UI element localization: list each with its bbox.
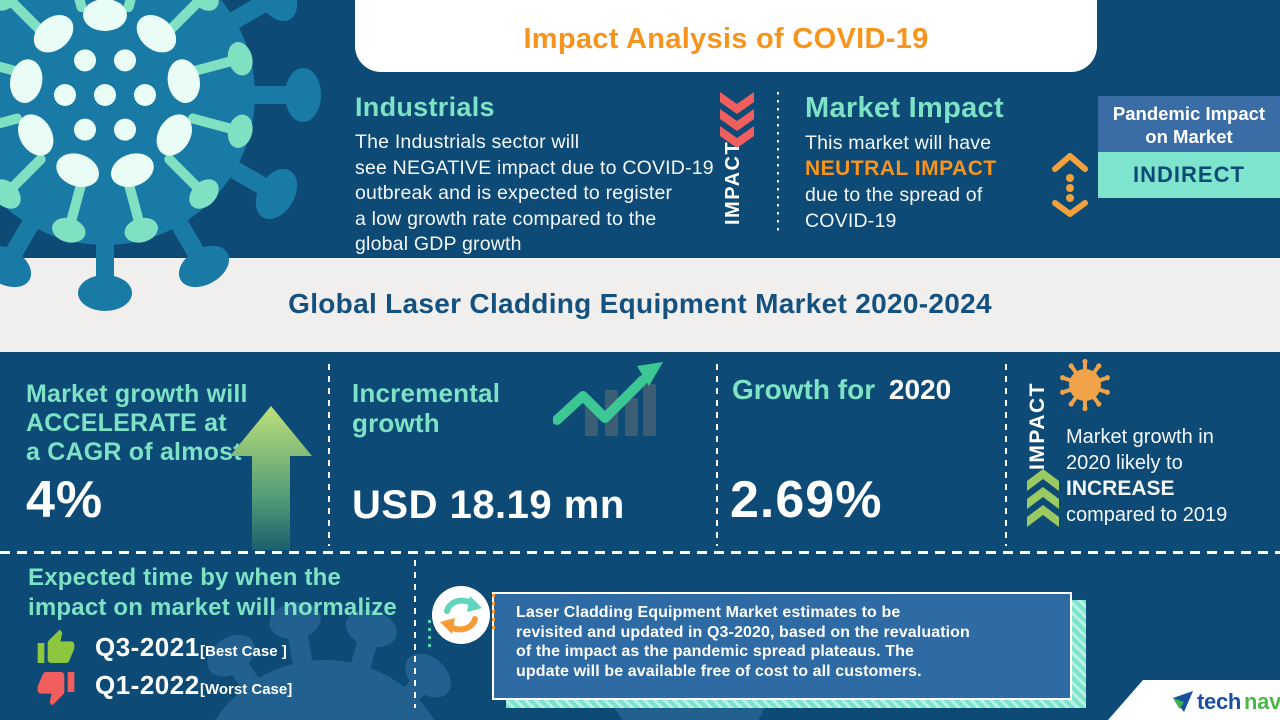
industrials-heading: Industrials: [355, 92, 495, 122]
impact2020-line: Market growth in: [1066, 426, 1214, 448]
brand-text-navio: navio: [1244, 689, 1280, 714]
stats-divider: [716, 364, 718, 546]
market-impact-heading: Market Impact: [805, 92, 1004, 124]
notice-line: Laser Cladding Equipment Market estimate…: [516, 604, 901, 621]
cagr-value: 4%: [26, 471, 104, 529]
refresh-dots-accent: [428, 620, 431, 652]
increase-chevrons-icon: [1027, 469, 1059, 527]
notice-line: revisited and updated in Q3-2020, based …: [516, 623, 970, 641]
virus-dots: [10, 0, 200, 187]
covid-impact-icon: [1060, 358, 1110, 412]
stats-divider: [1005, 364, 1007, 546]
section-separator: [0, 551, 1280, 554]
industrials-line: outbreak and is expected to register: [355, 182, 673, 204]
update-refresh-badge: [432, 586, 490, 644]
technavio-logo-icon: [1173, 691, 1193, 712]
negative-impact-chevrons-icon: [720, 92, 754, 148]
pandemic-impact-value: INDIRECT: [1098, 152, 1280, 198]
pandemic-panel-title: on Market: [1145, 126, 1233, 147]
impact2020-line: compared to 2019: [1066, 504, 1228, 526]
trend-chart-icon: [553, 362, 663, 436]
refresh-arrows-icon: [440, 596, 482, 634]
pandemic-impact-panel: Pandemic Impact on Market: [1098, 96, 1280, 152]
neutral-impact-highlight: NEUTRAL IMPACT: [805, 157, 997, 180]
cagr-line: Market growth will: [26, 380, 248, 408]
brand-logo: technavio TM: [1172, 689, 1280, 715]
brand-text-tech: tech: [1197, 689, 1242, 714]
market-impact-line: COVID-19: [805, 210, 897, 232]
impact2020-line: 2020 likely to: [1066, 452, 1183, 474]
virus-inner-pins: [0, 0, 253, 243]
notice-box: Laser Cladding Equipment Market estimate…: [492, 592, 1072, 700]
refresh-dots-accent: [492, 594, 495, 632]
thumbs-down-icon: [37, 672, 75, 706]
growth2020-year: 2020: [888, 374, 952, 405]
impact-vertical-label-top: IMPACT: [722, 140, 744, 225]
banner-title: Impact Analysis of COVID-19: [523, 23, 929, 55]
impact-vertical-label-stats: IMPACT: [1026, 382, 1049, 470]
impact2020-paragraph: Market growth in 2020 likely to INCREASE…: [1066, 424, 1227, 528]
industrials-line: a low growth rate compared to the: [355, 207, 657, 230]
normalize-heading-line: impact on market will normalize: [28, 594, 397, 621]
worst-case-label: [Worst Case]: [200, 681, 293, 698]
worst-case-value: Q1-2022: [95, 670, 200, 700]
incremental-line: growth: [352, 408, 440, 438]
market-impact-line: due to the spread of: [805, 184, 983, 206]
normalize-heading: Expected time by when the impact on mark…: [28, 563, 397, 623]
notice-line: update will be available free of cost to…: [516, 662, 922, 680]
virus-silhouette: [207, 602, 451, 720]
industrials-line: The Industrials sector will: [355, 131, 580, 153]
bottom-section-divider: [414, 560, 416, 708]
cagr-line: ACCELERATE at: [26, 409, 227, 437]
coronavirus-illustration: [0, 0, 321, 311]
neutral-impact-icon: [1052, 153, 1088, 217]
growth2020-label: Growth for: [732, 374, 876, 405]
market-impact-paragraph: This market will have NEUTRAL IMPACT due…: [805, 130, 997, 234]
market-impact-line: This market will have: [805, 132, 992, 154]
cagr-line: a CAGR of almost: [26, 438, 242, 466]
best-case-value: Q3-2021: [95, 632, 200, 662]
stats-divider: [328, 364, 330, 546]
incremental-line: Incremental: [352, 378, 501, 408]
notice-text: Laser Cladding Equipment Market estimate…: [516, 603, 1070, 681]
increase-highlight: INCREASE: [1066, 477, 1175, 500]
incremental-heading: Incremental growth: [352, 378, 500, 438]
cagr-heading: Market growth will ACCELERATE at a CAGR …: [26, 380, 248, 467]
best-case-label: [Best Case ]: [200, 643, 287, 660]
industrials-line: global GDP growth: [355, 233, 522, 255]
growth2020-value: 2.69%: [730, 471, 883, 529]
growth-arrow-up-icon: [230, 406, 312, 550]
growth2020-heading: Growth for 2020: [732, 374, 951, 406]
market-title: Global Laser Cladding Equipment Market 2…: [288, 288, 992, 319]
pandemic-panel-title: Pandemic Impact: [1112, 103, 1266, 124]
top-section-divider: [777, 92, 779, 234]
thumbs-up-icon: [37, 629, 75, 663]
notice-line: of the impact as the pandemic spread pla…: [516, 643, 914, 660]
banner-box: Impact Analysis of COVID-19: [355, 0, 1097, 72]
normalize-heading-line: Expected time by when the: [28, 564, 342, 591]
industrials-paragraph: The Industrials sector will see NEGATIVE…: [355, 130, 714, 258]
incremental-value: USD 18.19 mn: [352, 483, 625, 527]
industrials-line: see NEGATIVE impact due to COVID-19: [355, 156, 714, 179]
